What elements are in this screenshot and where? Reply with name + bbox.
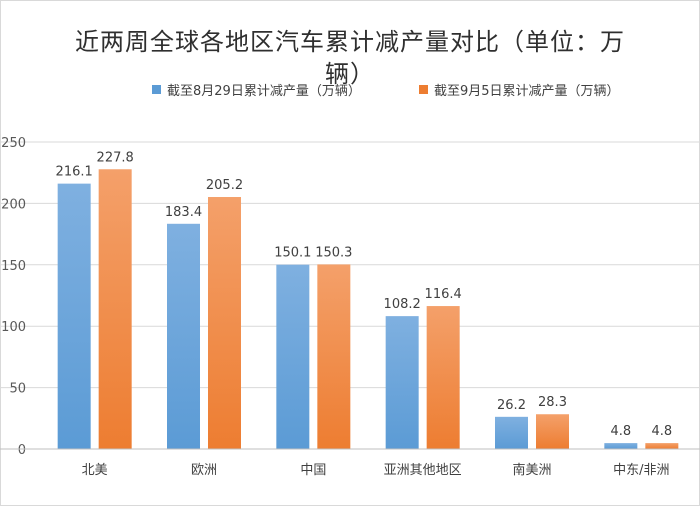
- chart-title: 近两周全球各地区汽车累计减产量对比（单位：万辆）: [75, 28, 625, 88]
- bar-sep5-1: [208, 197, 241, 449]
- bar-sep5-3: [426, 306, 460, 449]
- bar-aug29-5: [604, 443, 638, 449]
- data-label-aug29-3: 108.2: [384, 297, 421, 312]
- x-tick-label-2: 中国: [300, 463, 326, 478]
- data-label-aug29-1: 183.4: [165, 205, 202, 220]
- y-tick-label-0: 0: [18, 443, 26, 458]
- data-label-aug29-4: 26.2: [497, 398, 526, 413]
- legend-entry-sep5: 截至9月5日累计减产量（万辆）: [419, 81, 620, 99]
- x-tick-label-0: 北美: [82, 463, 108, 478]
- data-label-sep5-2: 150.3: [315, 245, 352, 260]
- x-tick-label-3: 亚洲其他地区: [384, 463, 462, 478]
- bar-aug29-4: [495, 416, 528, 449]
- bar-sep5-5: [645, 443, 679, 449]
- legend-label-sep5: 截至9月5日累计减产量（万辆）: [434, 83, 620, 99]
- x-tick-label-4: 南美洲: [512, 462, 551, 478]
- data-label-sep5-0: 227.8: [97, 150, 134, 165]
- bar-sep5-0: [98, 169, 132, 449]
- legend-swatch-sep5: [419, 84, 428, 94]
- data-label-aug29-0: 216.1: [56, 165, 93, 180]
- bar-aug29-0: [57, 183, 91, 449]
- data-label-aug29-2: 150.1: [274, 246, 311, 261]
- y-tick-label-200: 200: [1, 197, 26, 212]
- bar-sep5-4: [536, 414, 569, 449]
- data-label-aug29-5: 4.8: [610, 424, 631, 439]
- legend-label-aug29: 截至8月29日累计减产量（万辆）: [167, 83, 361, 99]
- data-label-sep5-4: 28.3: [538, 395, 567, 410]
- bar-aug29-1: [167, 223, 200, 449]
- legend-entry-aug29: 截至8月29日累计减产量（万辆）: [152, 81, 361, 99]
- legend-swatch-aug29: [152, 84, 161, 94]
- y-tick-label-100: 100: [1, 320, 26, 335]
- x-tick-label-5: 中东/非洲: [613, 463, 669, 478]
- y-tick-label-250: 250: [1, 136, 26, 151]
- y-tick-label-50: 50: [9, 382, 26, 397]
- x-tick-label-1: 欧洲: [191, 463, 217, 478]
- y-tick-label-150: 150: [1, 259, 26, 274]
- bar-aug29-2: [276, 264, 310, 449]
- bar-aug29-3: [385, 316, 419, 449]
- data-label-sep5-1: 205.2: [206, 178, 243, 193]
- data-label-sep5-3: 116.4: [425, 287, 462, 302]
- bar-sep5-2: [317, 264, 351, 449]
- data-label-sep5-5: 4.8: [651, 424, 672, 439]
